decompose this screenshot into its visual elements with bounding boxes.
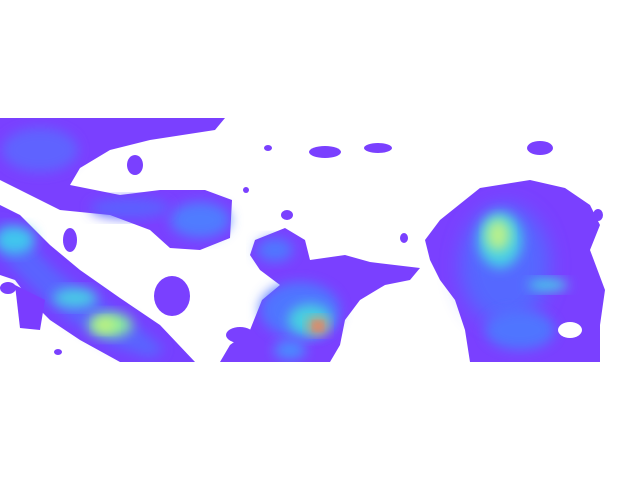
- scattered-blobs: [0, 141, 603, 355]
- left-diagonal-band: [0, 205, 195, 362]
- right-cluster: [425, 180, 605, 362]
- middle-cluster: [220, 228, 420, 362]
- upper-left-purple-mass: [0, 118, 232, 250]
